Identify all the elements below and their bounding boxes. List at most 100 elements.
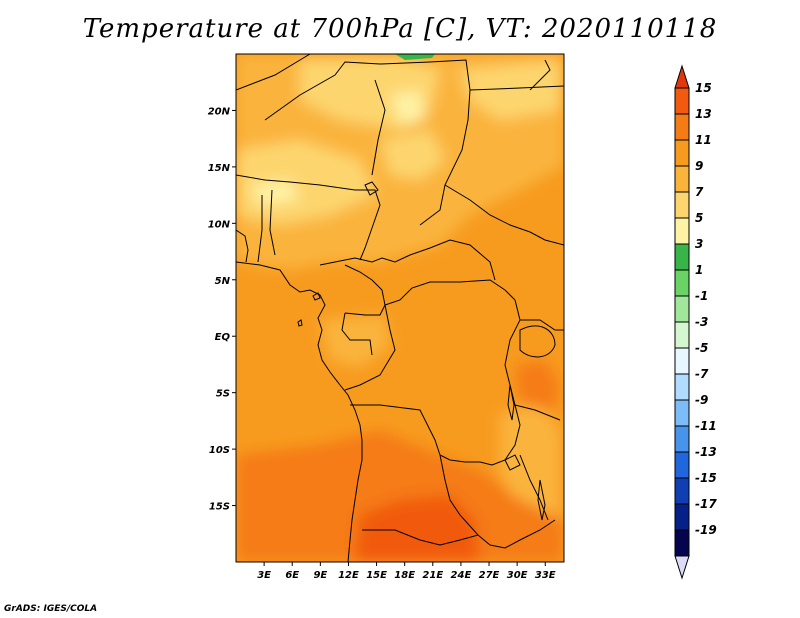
colorbar-swatch-9	[674, 295, 690, 323]
border-tanzania	[514, 404, 561, 421]
border-drc-north	[384, 279, 516, 306]
border-northwest	[236, 54, 311, 91]
border-zambia-west	[439, 454, 479, 536]
colorbar-label-9: 9	[695, 159, 703, 173]
field-11-13-south	[236, 430, 564, 562]
map-frame	[235, 53, 565, 563]
lon-label-24E: 24E	[451, 570, 472, 581]
field-7-9-east	[500, 400, 560, 520]
lat-label-15S: 15S	[209, 502, 230, 513]
lat-label-EQ: EQ	[215, 332, 231, 343]
colorbar-label--1: -1	[695, 289, 708, 303]
colorbar-label--3: -3	[695, 315, 708, 329]
colorbar-swatch-1	[674, 87, 690, 115]
border-west-coast-1	[236, 229, 249, 263]
island-bioko	[312, 292, 321, 301]
border-cameroon-south	[344, 264, 386, 316]
island-sao-tome	[297, 319, 303, 327]
border-nigeria-west	[269, 189, 276, 256]
colorbar-swatch-2	[674, 113, 690, 141]
colorbar-swatch-13	[674, 399, 690, 427]
longitude-axis: 3E 6E 9E 12E 15E 18E 21E 24E 27E 30E 33E	[257, 562, 556, 581]
lat-label-20N: 20N	[208, 106, 231, 117]
colorbar-label-7: 7	[695, 185, 704, 199]
border-car	[319, 239, 496, 281]
lake-malawi	[537, 479, 546, 521]
lat-label-10N: 10N	[208, 219, 231, 230]
colorbar-label-15: 15	[695, 81, 712, 95]
coastline	[236, 261, 363, 562]
colorbar-swatch-8	[674, 269, 690, 297]
lake-chad	[364, 181, 379, 196]
field-1-3-north	[395, 54, 435, 60]
border-uganda-kenya	[520, 319, 564, 331]
lon-label-30E: 30E	[507, 570, 528, 581]
field-5-7-northeast	[460, 60, 560, 120]
lon-label-18E: 18E	[394, 570, 415, 581]
colorbar-label--13: -13	[695, 445, 717, 459]
lake-bangweulu	[504, 454, 521, 471]
lon-label-15E: 15E	[366, 570, 387, 581]
colorbar-label-11: 11	[695, 133, 712, 147]
border-zimbabwe	[489, 519, 556, 549]
lat-label-5S: 5S	[216, 389, 230, 400]
latitude-axis: 20N 15N 10N 5N EQ 5S 10S 15S	[208, 106, 236, 513]
colorbar-swatch-12	[674, 373, 690, 401]
lat-label-10S: 10S	[209, 445, 230, 456]
lat-label-5N: 5N	[215, 276, 231, 287]
colorbar-label--19: -19	[695, 523, 717, 537]
colorbar-swatch-16	[674, 477, 690, 505]
colorbar-label--15: -15	[695, 471, 717, 485]
colorbar-label--5: -5	[695, 341, 708, 355]
colorbar-label-1: 1	[695, 263, 703, 277]
border-egypt-sudan	[469, 85, 564, 91]
colorbar-label-13: 13	[695, 107, 712, 121]
field-5-7-west	[236, 140, 375, 225]
field-11-13-east	[515, 360, 560, 410]
lon-label-3E: 3E	[257, 570, 271, 581]
colorbar-swatch-11	[674, 347, 690, 375]
field-13-15-core	[355, 495, 480, 562]
lat-label-15N: 15N	[208, 163, 231, 174]
chart-title: Temperature at 700hPa [C], VT: 202011011…	[82, 14, 718, 44]
field-7-9-gabon	[320, 315, 390, 368]
colorbar-label-3: 3	[695, 237, 703, 251]
colorbar-label-5: 5	[695, 211, 703, 225]
field-3-5-north	[390, 90, 425, 125]
colorbar-swatch-14	[674, 425, 690, 453]
colorbar-label--7: -7	[695, 367, 709, 381]
border-angola-north	[350, 404, 493, 466]
country-borders	[236, 54, 564, 562]
lon-label-27E: 27E	[479, 570, 500, 581]
red-sea-coast	[529, 59, 551, 91]
colorbar-bottom-arrow	[674, 555, 690, 580]
colorbar-swatch-17	[674, 503, 690, 531]
temperature-field	[236, 54, 564, 562]
lon-label-9E: 9E	[313, 570, 327, 581]
colorbar-swatch-3	[674, 139, 690, 167]
colorbar-swatch-5	[674, 191, 690, 219]
lon-label-21E: 21E	[422, 570, 443, 581]
border-benin	[257, 195, 263, 263]
field-5-7-center	[380, 130, 445, 180]
colorbar-swatch-6	[674, 217, 690, 245]
border-sudan-south	[444, 184, 564, 246]
colorbar-top-arrow	[674, 64, 690, 89]
colorbar-swatch-18	[674, 529, 690, 557]
colorbar-label--9: -9	[695, 393, 708, 407]
border-gabon	[341, 312, 373, 356]
colorbar: 15 13 11 9 7 5 3 1 -1 -3 -5 -7 -9 -11 -13 -15 -17 -19	[674, 64, 717, 580]
colorbar-swatch-7	[674, 243, 690, 271]
border-sahel-mid	[236, 174, 381, 261]
border-niger-chad	[371, 79, 386, 176]
colorbar-swatch-10	[674, 321, 690, 349]
lon-label-6E: 6E	[285, 570, 299, 581]
lon-label-12E: 12E	[338, 570, 359, 581]
lake-tanganyika	[507, 384, 515, 421]
colorbar-label--17: -17	[695, 497, 717, 511]
lake-victoria	[519, 325, 556, 358]
border-congo	[344, 304, 396, 391]
lon-label-33E: 33E	[535, 570, 556, 581]
grads-credit: GrADS: IGES/COLA	[4, 604, 98, 614]
